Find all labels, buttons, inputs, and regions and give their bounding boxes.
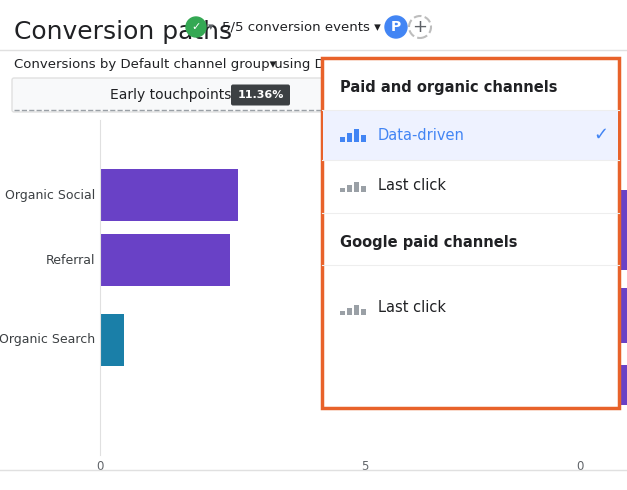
Bar: [100, 234, 229, 286]
Bar: [323, 110, 618, 160]
Text: Last click: Last click: [378, 178, 446, 193]
Bar: [347, 186, 352, 193]
Bar: [354, 182, 359, 193]
Bar: [347, 133, 352, 142]
Text: Conversions by Default channel group▾: Conversions by Default channel group▾: [14, 58, 277, 72]
Bar: [608, 365, 627, 405]
Text: Conversion paths: Conversion paths: [14, 20, 232, 44]
Text: 5/5 conversion events ▾: 5/5 conversion events ▾: [222, 21, 381, 33]
Text: P: P: [391, 20, 401, 34]
Text: ✓: ✓: [593, 126, 609, 144]
Text: 5: 5: [361, 460, 369, 473]
Bar: [100, 169, 238, 221]
Circle shape: [186, 17, 206, 37]
Text: Paid and organic channels: Paid and organic channels: [340, 80, 557, 96]
FancyBboxPatch shape: [231, 84, 290, 105]
Bar: [608, 288, 627, 343]
Bar: [347, 308, 352, 315]
Text: Organic Social: Organic Social: [5, 189, 95, 201]
FancyBboxPatch shape: [322, 58, 619, 408]
Bar: [0, 0, 627, 50]
Text: Last click: Last click: [378, 300, 446, 316]
Text: Google paid channels: Google paid channels: [340, 236, 517, 250]
Bar: [340, 137, 345, 142]
Bar: [100, 314, 124, 366]
Circle shape: [409, 16, 431, 38]
Text: ✓: ✓: [191, 22, 201, 32]
Text: +: +: [413, 18, 428, 36]
Text: ▾: ▾: [208, 22, 214, 32]
Text: Data-driven: Data-driven: [378, 127, 465, 143]
Bar: [361, 309, 366, 315]
Text: 11.36%: 11.36%: [237, 90, 283, 100]
Bar: [340, 314, 368, 366]
Text: Referral: Referral: [485, 371, 535, 385]
Text: Organic Search: Organic Search: [0, 334, 95, 346]
Bar: [354, 305, 359, 315]
Bar: [340, 189, 345, 193]
FancyBboxPatch shape: [12, 78, 324, 112]
Text: Referral: Referral: [46, 253, 95, 267]
Circle shape: [385, 16, 407, 38]
Bar: [361, 187, 366, 193]
Bar: [354, 129, 359, 142]
Text: Early touchpoints: Early touchpoints: [110, 88, 231, 102]
Bar: [361, 135, 366, 142]
Bar: [608, 190, 627, 270]
Text: using Data-driven (Paid and organic channels)▾: using Data-driven (Paid and organic chan…: [270, 58, 589, 72]
Text: 0: 0: [97, 460, 103, 473]
Bar: [340, 311, 345, 315]
Text: 0: 0: [576, 460, 584, 473]
